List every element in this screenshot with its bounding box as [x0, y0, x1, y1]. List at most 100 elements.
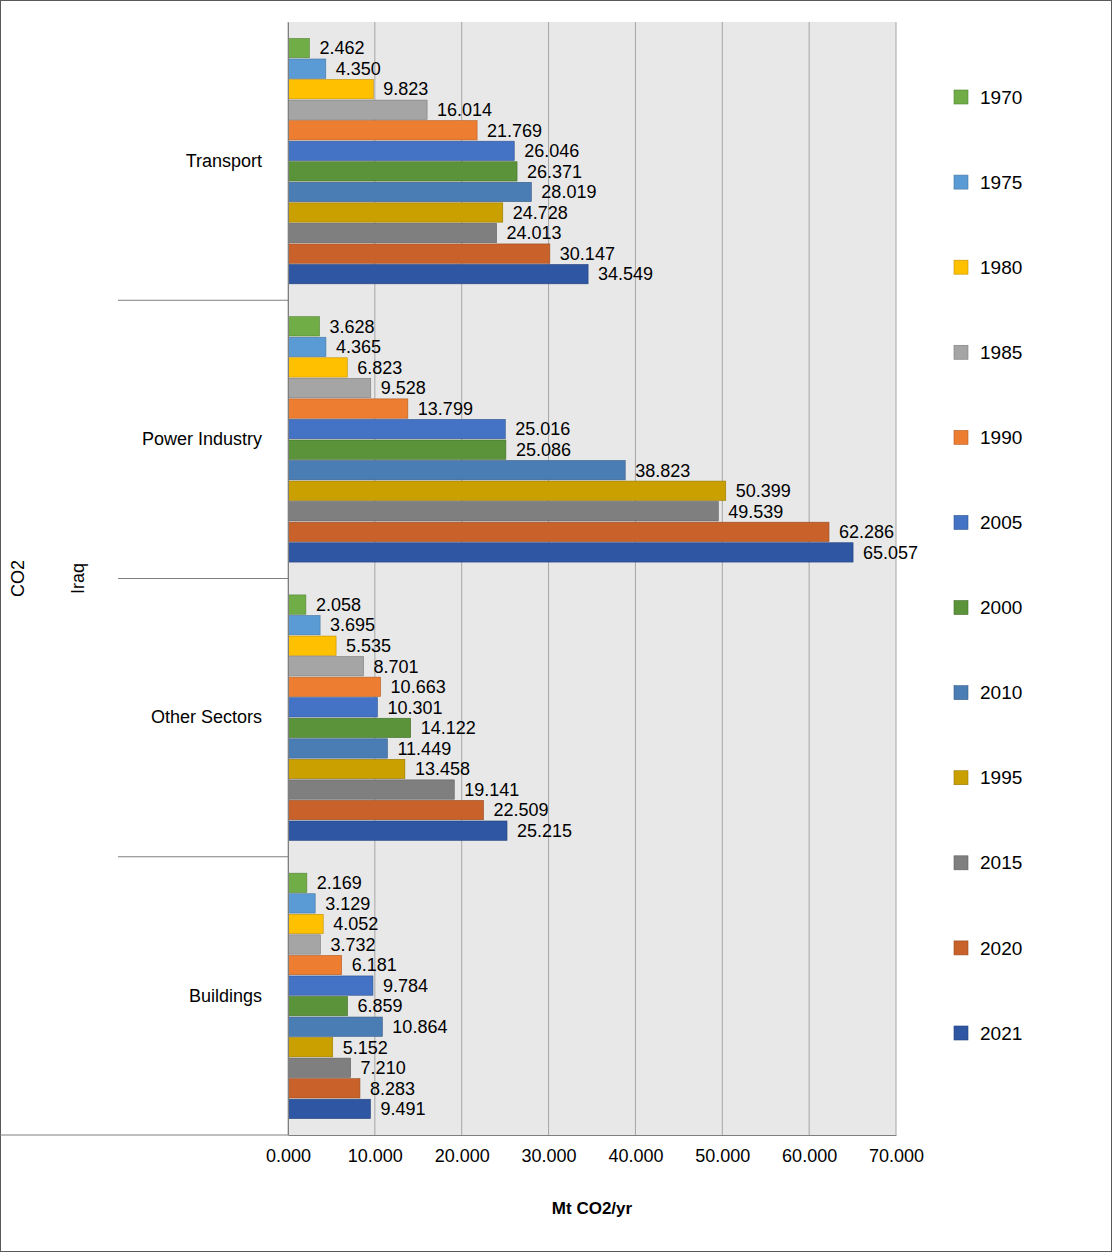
bar	[288, 182, 531, 201]
grid-line	[635, 22, 636, 1135]
bar	[288, 935, 320, 954]
tick: Other Sectors	[151, 707, 288, 727]
legend-swatch	[954, 1026, 968, 1040]
data-label: 26.371	[527, 162, 582, 182]
bar	[288, 38, 309, 57]
data-label: 3.628	[330, 317, 375, 337]
bar	[288, 698, 377, 717]
legend-item: 2010	[954, 682, 1022, 703]
bar	[288, 502, 718, 521]
data-label: 24.728	[513, 203, 568, 223]
tick: 0.000	[266, 1135, 311, 1166]
data-label: 9.823	[383, 79, 428, 99]
data-label: 9.491	[380, 1099, 425, 1119]
bar	[288, 358, 347, 377]
bar	[288, 657, 364, 676]
data-label: 26.046	[524, 141, 579, 161]
data-label: 30.147	[560, 244, 615, 264]
tick: 40.000	[608, 1135, 663, 1166]
data-label: 4.052	[333, 914, 378, 934]
bar	[288, 1038, 333, 1057]
bar	[288, 1017, 382, 1036]
axis-line	[288, 23, 289, 1136]
tick-label: 0.000	[266, 1146, 311, 1166]
bar	[288, 636, 336, 655]
bar	[288, 996, 348, 1015]
legend-item: 1970	[954, 87, 1022, 108]
legend-swatch	[954, 260, 968, 274]
legend-label: 1985	[980, 342, 1022, 363]
bar	[288, 223, 497, 242]
bar	[288, 821, 507, 840]
bar	[288, 203, 503, 222]
tick: Transport	[186, 151, 288, 171]
bar	[288, 121, 477, 140]
tick: Buildings	[189, 986, 288, 1006]
separator	[118, 300, 288, 301]
tick: 70.000	[869, 1135, 924, 1166]
tick: 50.000	[695, 1135, 750, 1166]
legend-label: 2010	[980, 682, 1022, 703]
data-label: 65.057	[863, 543, 918, 563]
legend-swatch	[954, 856, 968, 870]
data-label: 25.086	[516, 440, 571, 460]
separator	[118, 856, 288, 857]
legend-label: 2020	[980, 938, 1022, 959]
data-label: 2.462	[319, 38, 364, 58]
value-axis: 0.000 10.000 20.000 30.000 40.000 50.000 60.00…	[266, 1135, 924, 1166]
legend-item: 2020	[954, 938, 1022, 959]
tick-label: 20.000	[435, 1146, 490, 1166]
group-label: Iraq	[68, 563, 88, 594]
data-label: 9.784	[383, 976, 428, 996]
bar	[288, 718, 411, 737]
bar	[288, 337, 326, 356]
bar	[288, 873, 307, 892]
data-label: 6.181	[352, 955, 397, 975]
legend-swatch	[954, 771, 968, 785]
separator	[118, 578, 288, 579]
data-label: 7.210	[361, 1058, 406, 1078]
tick-label: 40.000	[608, 1146, 663, 1166]
bars	[288, 38, 853, 1118]
bar	[288, 976, 373, 995]
tick: 30.000	[522, 1135, 577, 1166]
legend-label: 1995	[980, 767, 1022, 788]
tick: Power Industry	[142, 429, 288, 449]
data-label: 10.864	[392, 1017, 447, 1037]
axis-title: Mt CO2/yr	[552, 1199, 633, 1218]
tick-label: 10.000	[348, 1146, 403, 1166]
category-separators	[0, 300, 288, 1135]
bar	[288, 481, 726, 500]
data-label: 6.823	[357, 358, 402, 378]
frame	[1, 1, 1112, 1252]
legend-label: 1980	[980, 257, 1022, 278]
chart: 2.4623.6282.0582.1694.3504.3653.6953.129…	[0, 0, 1112, 1252]
bar	[288, 317, 320, 336]
data-label: 4.365	[336, 337, 381, 357]
category-axis: Transport Power Industry Other Sectors Buil…	[142, 23, 289, 1136]
bar	[288, 264, 588, 283]
data-label: 16.014	[437, 100, 492, 120]
bar	[288, 141, 514, 160]
legend-item: 2015	[954, 852, 1022, 873]
legend-item: 1975	[954, 172, 1022, 193]
tick: 60.000	[782, 1135, 837, 1166]
bar	[288, 378, 371, 397]
bar	[288, 419, 505, 438]
data-label: 62.286	[839, 522, 894, 542]
data-label: 6.859	[358, 996, 403, 1016]
bar	[288, 440, 506, 459]
bar	[288, 800, 484, 819]
plot-area	[288, 22, 896, 1135]
grid-line	[896, 22, 897, 1135]
data-label: 38.823	[635, 461, 690, 481]
bar	[288, 59, 326, 78]
bar	[288, 522, 829, 541]
legend-item: 2000	[954, 597, 1022, 618]
bar	[288, 399, 408, 418]
legend-label: 2000	[980, 597, 1022, 618]
grid	[288, 22, 896, 1135]
legend-item: 1990	[954, 427, 1022, 448]
grid-line	[809, 22, 810, 1135]
data-label: 13.799	[418, 399, 473, 419]
